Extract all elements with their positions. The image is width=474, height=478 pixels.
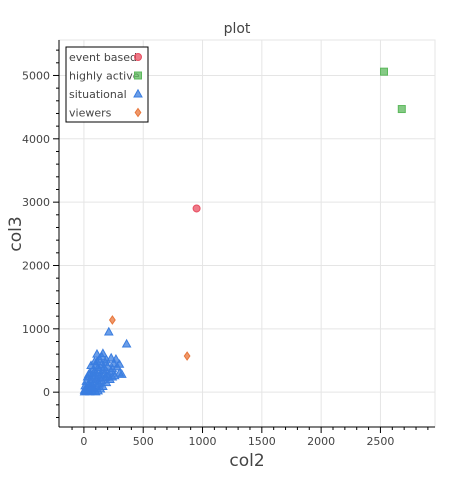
point-situational: [112, 361, 122, 371]
y-tick-label: 3000: [22, 196, 50, 209]
point-situational: [117, 369, 127, 378]
point-viewers: [108, 315, 116, 325]
legend-marker: [133, 88, 143, 98]
x-axis-title: col2: [229, 451, 264, 471]
point-situational: [95, 372, 106, 382]
legend-label: viewers: [69, 107, 112, 120]
legend-marker: [134, 71, 142, 80]
point-situational: [96, 351, 107, 361]
legend-marker: [134, 53, 142, 61]
legend-label: highly active: [69, 70, 140, 83]
x-tick-label: 1000: [189, 435, 217, 448]
point-situational: [121, 338, 132, 348]
point-situational: [92, 356, 102, 366]
point-event-based: [192, 204, 201, 213]
point-situational: [88, 382, 99, 392]
grid-lines: [59, 40, 435, 427]
point-highly-active: [397, 105, 406, 114]
point-situational: [99, 362, 109, 371]
legend-marker: [134, 107, 142, 118]
y-tick-label: 2000: [22, 259, 50, 272]
x-tick-label: 2000: [307, 435, 335, 448]
y-tick-label: 4000: [22, 133, 50, 146]
axes: 0 500 1000 1500 2000 2500 0 1000 2000 3000 4000 500…: [22, 40, 435, 448]
x-tick-label: 500: [133, 435, 154, 448]
x-tick-label: 2500: [366, 435, 394, 448]
x-tick-label: 1500: [248, 435, 276, 448]
point-highly-active: [379, 67, 388, 76]
y-tick-label: 1000: [22, 323, 50, 336]
point-viewers: [183, 351, 191, 361]
legend-label: event based: [69, 51, 137, 64]
point-situational: [107, 371, 118, 381]
point-situational: [88, 367, 99, 377]
y-axis-title: col3: [6, 216, 26, 251]
point-situational: [103, 326, 114, 336]
point-situational: [86, 378, 96, 387]
point-situational: [90, 386, 101, 396]
y-tick-label: 0: [43, 386, 50, 399]
legend-box: [65, 46, 149, 123]
legend-label: situational: [69, 88, 127, 101]
data-points: [79, 67, 406, 396]
y-tick-label: 5000: [22, 69, 50, 82]
point-situational: [101, 377, 112, 387]
legend: event based highly active situational viewe…: [65, 46, 149, 123]
plot-title: plot: [224, 21, 251, 37]
x-tick-label: 0: [80, 435, 87, 448]
